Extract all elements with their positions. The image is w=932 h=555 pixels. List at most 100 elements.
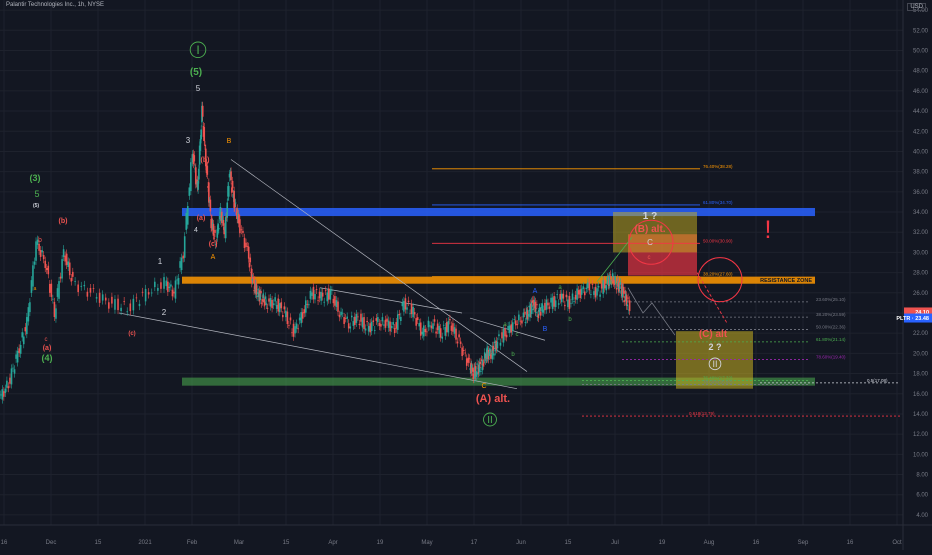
candle-body — [441, 336, 444, 339]
candle-body — [559, 293, 562, 300]
x-tick-label: 2021 — [138, 540, 152, 546]
candle-body — [21, 332, 24, 338]
wave-label: A — [211, 254, 216, 261]
candle-body — [508, 325, 511, 333]
candle-body — [77, 284, 79, 293]
currency-badge[interactable]: USD — [907, 3, 926, 11]
candle-body — [259, 293, 262, 301]
candle-body — [283, 306, 286, 310]
candle-body — [55, 308, 57, 319]
candle-body — [352, 321, 355, 326]
candle-body — [593, 291, 595, 296]
candle-body — [275, 304, 278, 309]
candle-body — [401, 302, 404, 307]
wave-label: 3 — [186, 136, 191, 145]
candle-body — [300, 312, 303, 324]
candle-body — [513, 319, 516, 320]
candle-body — [403, 300, 405, 312]
candle-body — [208, 182, 210, 203]
candle-body — [7, 386, 10, 389]
candle-body — [410, 303, 413, 315]
candle-body — [516, 324, 519, 325]
wave-label: 1 — [158, 257, 163, 266]
y-tick-label: 6.00 — [916, 493, 928, 499]
wave-label: (C) alt — [699, 329, 728, 340]
candle-body — [108, 302, 110, 309]
candle-body — [271, 299, 273, 309]
grid-lines — [0, 0, 903, 525]
candle-body — [233, 190, 235, 208]
candle-body — [269, 298, 272, 307]
candle-body — [323, 301, 325, 303]
candle-body — [334, 296, 336, 306]
wave-circle — [189, 41, 207, 59]
candle-body — [482, 363, 485, 366]
candle-body — [226, 202, 229, 218]
x-tick-label: 15 — [565, 540, 572, 546]
candle-body — [383, 324, 385, 326]
wave-circle — [483, 412, 497, 427]
candle-body — [129, 303, 132, 312]
candle-body — [465, 358, 468, 366]
candle-body — [315, 289, 318, 291]
target-circle-red — [697, 257, 743, 303]
candle-body — [625, 295, 628, 306]
candle-body — [263, 301, 266, 306]
candle-body — [50, 283, 53, 297]
price-tag-text: PLTR · 23.48 — [896, 316, 929, 322]
candle-body — [346, 316, 348, 319]
x-tick-label: Dec — [46, 540, 57, 546]
candle-body — [308, 304, 310, 306]
candle-body — [519, 320, 522, 322]
candle-body — [243, 237, 246, 248]
candle-body — [260, 290, 262, 294]
candle-body — [62, 249, 65, 257]
y-tick-label: 10.00 — [913, 452, 929, 458]
candle-body — [484, 359, 487, 361]
candle-body — [358, 323, 361, 326]
candle-body — [206, 165, 209, 175]
candle-body — [565, 294, 568, 298]
candle-body — [550, 297, 552, 303]
candle-body — [314, 294, 316, 300]
x-tick-label: 16 — [753, 540, 760, 546]
candle-body — [209, 199, 212, 212]
candle-body — [174, 280, 177, 299]
candle-body — [571, 293, 574, 300]
candle-body — [65, 253, 68, 265]
candle-body — [18, 348, 20, 353]
candle-body — [59, 276, 62, 279]
candle-body — [312, 286, 315, 300]
candle-body — [585, 287, 588, 290]
candle-body — [6, 380, 8, 388]
candle-body — [507, 325, 509, 330]
candle-body — [502, 328, 505, 343]
candle-body — [56, 288, 59, 297]
candle-body — [528, 305, 531, 308]
candle-body — [623, 300, 626, 302]
resistance-zone-label: RESISTANCE ZONE — [760, 278, 812, 284]
wave-label: (5) — [190, 67, 202, 78]
candle-body — [521, 320, 523, 324]
candle-body — [628, 300, 631, 312]
candle-body — [215, 242, 218, 244]
candle-body — [462, 349, 465, 352]
wave-label: (c) — [128, 331, 135, 337]
candle-body — [461, 347, 463, 357]
candle-body — [256, 295, 258, 297]
candle-body — [58, 281, 60, 299]
candle-body — [491, 345, 494, 360]
wave-label: (c) — [209, 241, 218, 248]
wave-label: (B) alt. — [634, 224, 665, 235]
candle-body — [190, 162, 192, 192]
candle-body — [493, 341, 496, 344]
candle-body — [111, 296, 113, 304]
candle-body — [222, 220, 225, 226]
candle-body — [272, 303, 275, 306]
wave-label: (A) alt. — [476, 393, 510, 405]
candle-body — [551, 297, 554, 309]
candle-body — [594, 286, 597, 298]
candle-body — [218, 228, 220, 230]
